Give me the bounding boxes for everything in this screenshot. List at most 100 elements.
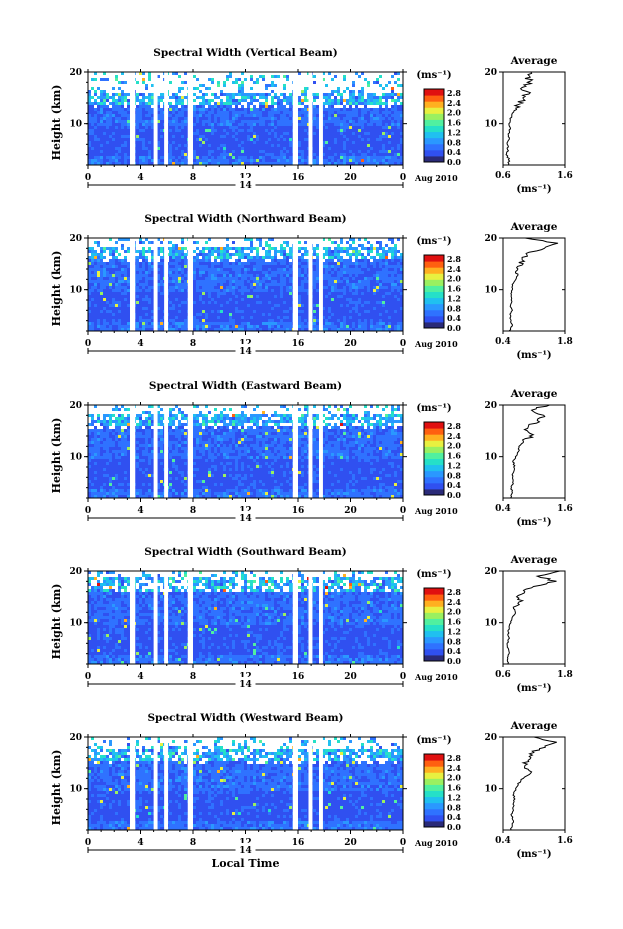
heatmap-cell <box>280 126 283 129</box>
heatmap-cell <box>301 274 304 277</box>
heatmap-cell <box>103 99 106 102</box>
heatmap-cell <box>298 298 301 301</box>
heatmap-cell <box>169 301 172 304</box>
heatmap-cell <box>262 114 265 117</box>
heatmap-cell <box>322 280 325 283</box>
heatmap-cell <box>124 144 127 147</box>
heatmap-cell <box>301 268 304 271</box>
heatmap-cell <box>355 280 358 283</box>
heatmap-cell <box>274 274 277 277</box>
heatmap-cell <box>217 283 220 286</box>
heatmap-cell <box>400 156 403 159</box>
heatmap-cell <box>373 307 376 310</box>
heatmap-cell <box>304 265 307 268</box>
heatmap-cell <box>160 301 163 304</box>
heatmap-cell <box>394 120 397 123</box>
heatmap-cell <box>250 156 253 159</box>
heatmap-cell <box>196 295 199 298</box>
heatmap-cell <box>286 280 289 283</box>
heatmap-cell <box>355 295 358 298</box>
heatmap-cell <box>217 120 220 123</box>
heatmap-cell <box>385 310 388 313</box>
heatmap-cell <box>202 280 205 283</box>
heatmap-cell <box>349 162 352 165</box>
heatmap-cell <box>139 159 142 162</box>
heatmap-cell <box>382 286 385 289</box>
heatmap-cell <box>373 126 376 129</box>
heatmap-cell <box>106 135 109 138</box>
heatmap-cell <box>391 120 394 123</box>
heatmap-cell <box>202 126 205 129</box>
heatmap-cell <box>178 271 181 274</box>
heatmap-cell <box>238 111 241 114</box>
heatmap-cell <box>100 307 103 310</box>
heatmap-cell <box>337 147 340 150</box>
heatmap-cell <box>352 280 355 283</box>
heatmap-cell <box>97 316 100 319</box>
heatmap-cell <box>274 147 277 150</box>
heatmap-cell <box>268 150 271 153</box>
heatmap-cell <box>340 313 343 316</box>
heatmap-cell <box>253 105 256 108</box>
heatmap-cell <box>337 123 340 126</box>
heatmap-cell <box>271 298 274 301</box>
heatmap-cell <box>382 129 385 132</box>
heatmap-cell <box>304 310 307 313</box>
heatmap-cell <box>352 93 355 96</box>
heatmap-cell <box>313 120 316 123</box>
heatmap-cell <box>148 120 151 123</box>
heatmap-cell <box>283 316 286 319</box>
heatmap-cell <box>394 298 397 301</box>
heatmap-cell <box>139 105 142 108</box>
heatmap-cell <box>286 310 289 313</box>
heatmap-cell <box>346 114 349 117</box>
heatmap-cell <box>304 111 307 114</box>
heatmap-cell <box>205 144 208 147</box>
heatmap-cell <box>274 268 277 271</box>
heatmap-cell <box>175 328 178 331</box>
heatmap-cell <box>115 114 118 117</box>
heatmap-cell <box>253 147 256 150</box>
heatmap-cell <box>343 144 346 147</box>
heatmap-cell <box>352 271 355 274</box>
heatmap-cell <box>379 117 382 120</box>
heatmap-cell <box>391 162 394 165</box>
heatmap-cell <box>193 99 196 102</box>
panel-title: Spectral Width (Vertical Beam) <box>153 47 337 59</box>
heatmap-cell <box>394 280 397 283</box>
heatmap-cell <box>220 277 223 280</box>
heatmap-cell <box>400 108 403 111</box>
heatmap-cell <box>115 153 118 156</box>
heatmap-cell <box>298 274 301 277</box>
heatmap-cell <box>358 159 361 162</box>
heatmap-cell <box>220 159 223 162</box>
heatmap-cell <box>103 283 106 286</box>
heatmap-cell <box>115 144 118 147</box>
heatmap-cell <box>343 117 346 120</box>
heatmap-cell <box>265 147 268 150</box>
heatmap-cell <box>205 123 208 126</box>
heatmap-cell <box>229 328 232 331</box>
heatmap-cell <box>148 313 151 316</box>
heatmap-cell <box>115 310 118 313</box>
heatmap-cell <box>229 108 232 111</box>
heatmap-cell <box>229 138 232 141</box>
heatmap-cell <box>136 123 139 126</box>
heatmap-cell <box>235 120 238 123</box>
heatmap-cell <box>217 162 220 165</box>
heatmap-cell <box>373 274 376 277</box>
heatmap-cell <box>196 298 199 301</box>
heatmap-cell <box>142 102 145 105</box>
heatmap-cell <box>115 129 118 132</box>
heatmap-cell <box>286 132 289 135</box>
heatmap-cell <box>100 78 103 81</box>
heatmap-cell <box>103 286 106 289</box>
heatmap-cell <box>274 93 277 96</box>
heatmap-cell <box>364 298 367 301</box>
heatmap-cell <box>151 310 154 313</box>
heatmap-cell <box>391 75 394 78</box>
heatmap-cell <box>394 159 397 162</box>
heatmap-cell <box>139 162 142 165</box>
heatmap-cell <box>262 150 265 153</box>
heatmap-cell <box>229 96 232 99</box>
